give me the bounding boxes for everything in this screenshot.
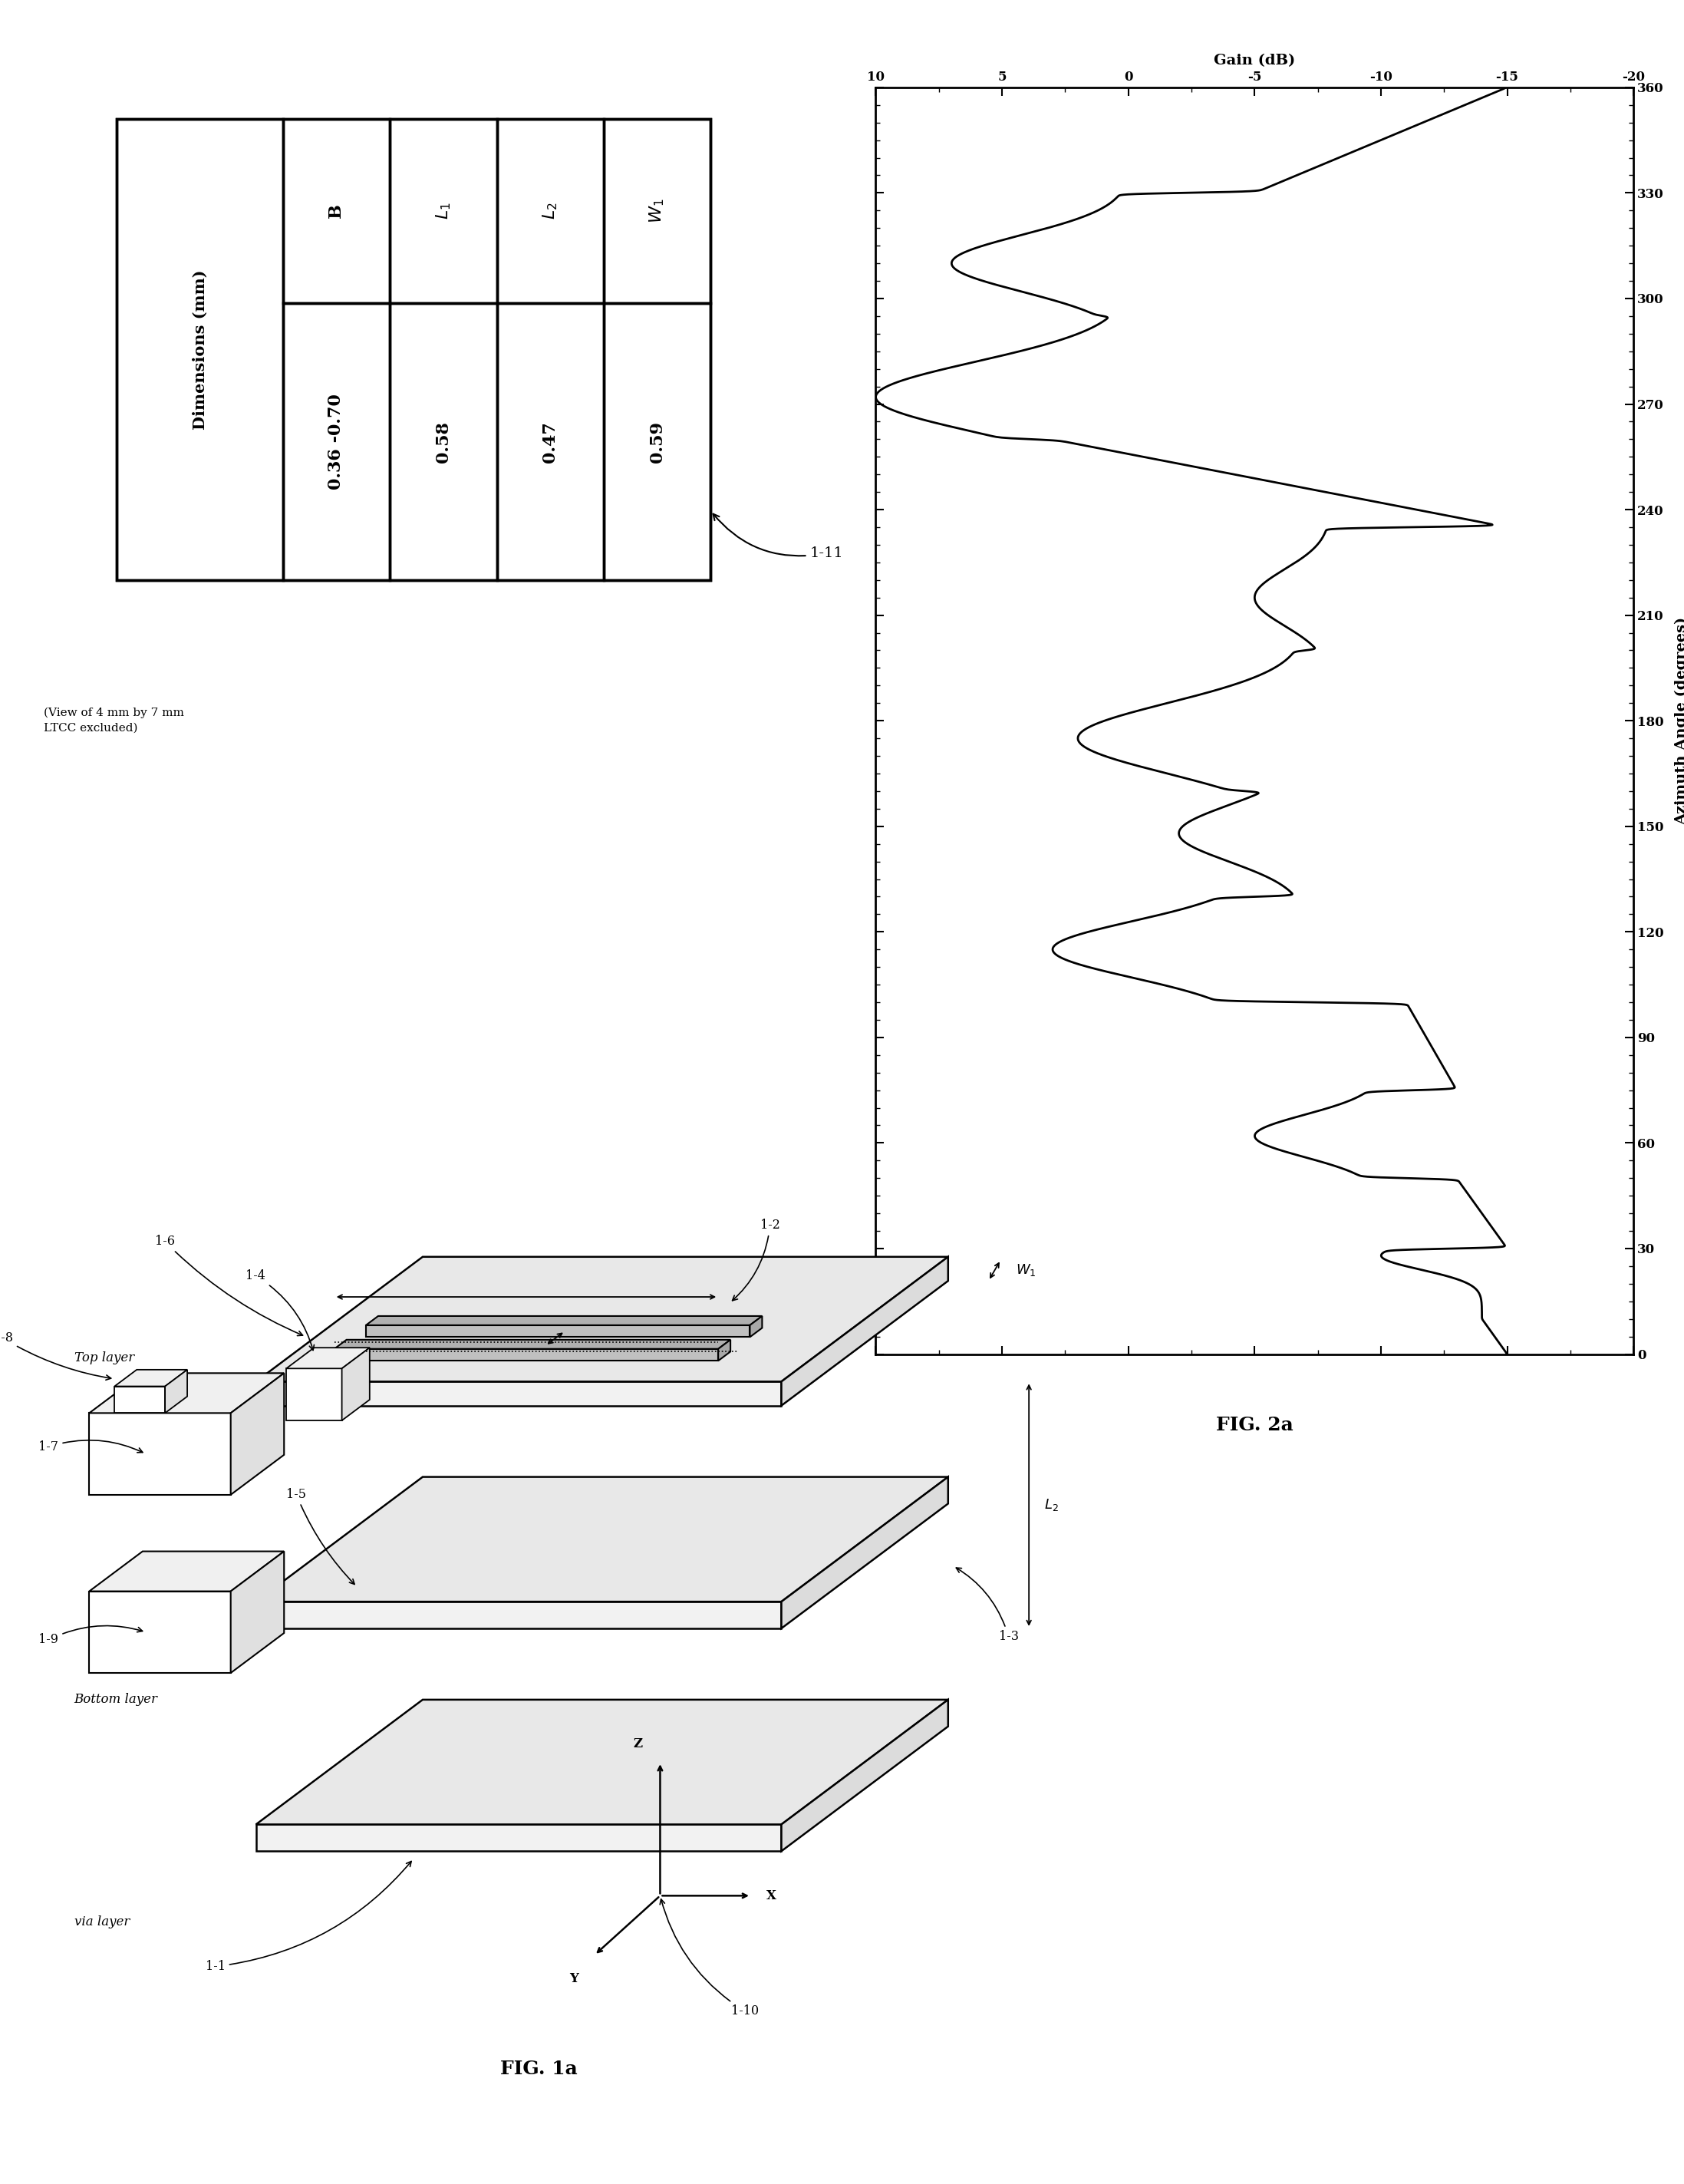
Text: $L_1$: $L_1$ xyxy=(519,1267,534,1282)
Text: Top layer: Top layer xyxy=(74,1352,135,1365)
Polygon shape xyxy=(89,1551,285,1592)
Polygon shape xyxy=(89,1374,285,1413)
Bar xyxy=(116,118,283,581)
Polygon shape xyxy=(231,1551,285,1673)
Bar xyxy=(283,118,389,304)
Polygon shape xyxy=(286,1348,370,1369)
Text: 1-4: 1-4 xyxy=(246,1269,315,1350)
Polygon shape xyxy=(256,1256,948,1382)
Text: 1-1: 1-1 xyxy=(205,1861,411,1972)
Polygon shape xyxy=(165,1369,187,1413)
Text: 1-9: 1-9 xyxy=(39,1625,143,1647)
X-axis label: Gain (dB): Gain (dB) xyxy=(1214,52,1295,68)
Text: 1-5: 1-5 xyxy=(286,1487,355,1583)
Polygon shape xyxy=(256,1699,948,1824)
Bar xyxy=(497,304,603,581)
Text: $W_1$: $W_1$ xyxy=(648,199,667,223)
Polygon shape xyxy=(781,1476,948,1629)
Polygon shape xyxy=(365,1317,763,1326)
Text: 1-8: 1-8 xyxy=(0,1332,111,1380)
Polygon shape xyxy=(335,1339,731,1350)
Text: 1-2: 1-2 xyxy=(733,1219,780,1299)
Text: $W_1$: $W_1$ xyxy=(1015,1262,1036,1278)
Text: B: B xyxy=(579,1313,591,1326)
Text: (View of 4 mm by 7 mm
LTCC excluded): (View of 4 mm by 7 mm LTCC excluded) xyxy=(44,708,184,734)
Bar xyxy=(389,118,497,304)
Text: $L_2$: $L_2$ xyxy=(1044,1498,1059,1514)
Y-axis label: Azimuth Angle (degrees): Azimuth Angle (degrees) xyxy=(1674,616,1684,826)
Polygon shape xyxy=(115,1369,187,1387)
Polygon shape xyxy=(335,1350,719,1361)
Text: Bottom layer: Bottom layer xyxy=(74,1693,158,1706)
Bar xyxy=(283,304,389,581)
Text: Z: Z xyxy=(633,1736,643,1749)
Polygon shape xyxy=(231,1374,285,1494)
Text: Dimensions (mm): Dimensions (mm) xyxy=(192,269,207,430)
Text: FIG. 1a: FIG. 1a xyxy=(500,2060,578,2077)
Text: B: B xyxy=(328,203,345,218)
Polygon shape xyxy=(115,1387,165,1413)
Bar xyxy=(603,304,711,581)
Bar xyxy=(497,118,603,304)
Text: 0.59: 0.59 xyxy=(648,422,665,463)
Polygon shape xyxy=(286,1369,342,1420)
Polygon shape xyxy=(719,1339,731,1361)
Text: X: X xyxy=(766,1889,776,1902)
Text: via layer: via layer xyxy=(74,1915,130,1928)
Polygon shape xyxy=(749,1317,763,1337)
Text: 1-7: 1-7 xyxy=(39,1439,143,1452)
Bar xyxy=(603,118,711,304)
Polygon shape xyxy=(256,1476,948,1601)
Text: 1-3: 1-3 xyxy=(957,1568,1019,1642)
Text: 0.47: 0.47 xyxy=(542,422,559,463)
Polygon shape xyxy=(342,1348,370,1420)
Polygon shape xyxy=(89,1592,231,1673)
Text: $L_2$: $L_2$ xyxy=(541,203,559,221)
Polygon shape xyxy=(365,1326,749,1337)
Text: 1-10: 1-10 xyxy=(660,1900,758,2018)
Text: 0.58: 0.58 xyxy=(434,422,451,463)
Text: $L_1$: $L_1$ xyxy=(434,203,453,221)
Polygon shape xyxy=(781,1699,948,1852)
Bar xyxy=(389,304,497,581)
Text: 1-11: 1-11 xyxy=(712,513,844,559)
Text: 1-6: 1-6 xyxy=(155,1234,303,1337)
Polygon shape xyxy=(256,1824,781,1852)
Text: FIG. 2a: FIG. 2a xyxy=(1216,1415,1293,1435)
Polygon shape xyxy=(89,1413,231,1494)
Polygon shape xyxy=(256,1382,781,1406)
Text: 0.36 -0.70: 0.36 -0.70 xyxy=(328,393,345,489)
Polygon shape xyxy=(781,1256,948,1406)
Bar xyxy=(116,118,711,581)
Text: Y: Y xyxy=(569,1972,579,1985)
Polygon shape xyxy=(256,1601,781,1629)
